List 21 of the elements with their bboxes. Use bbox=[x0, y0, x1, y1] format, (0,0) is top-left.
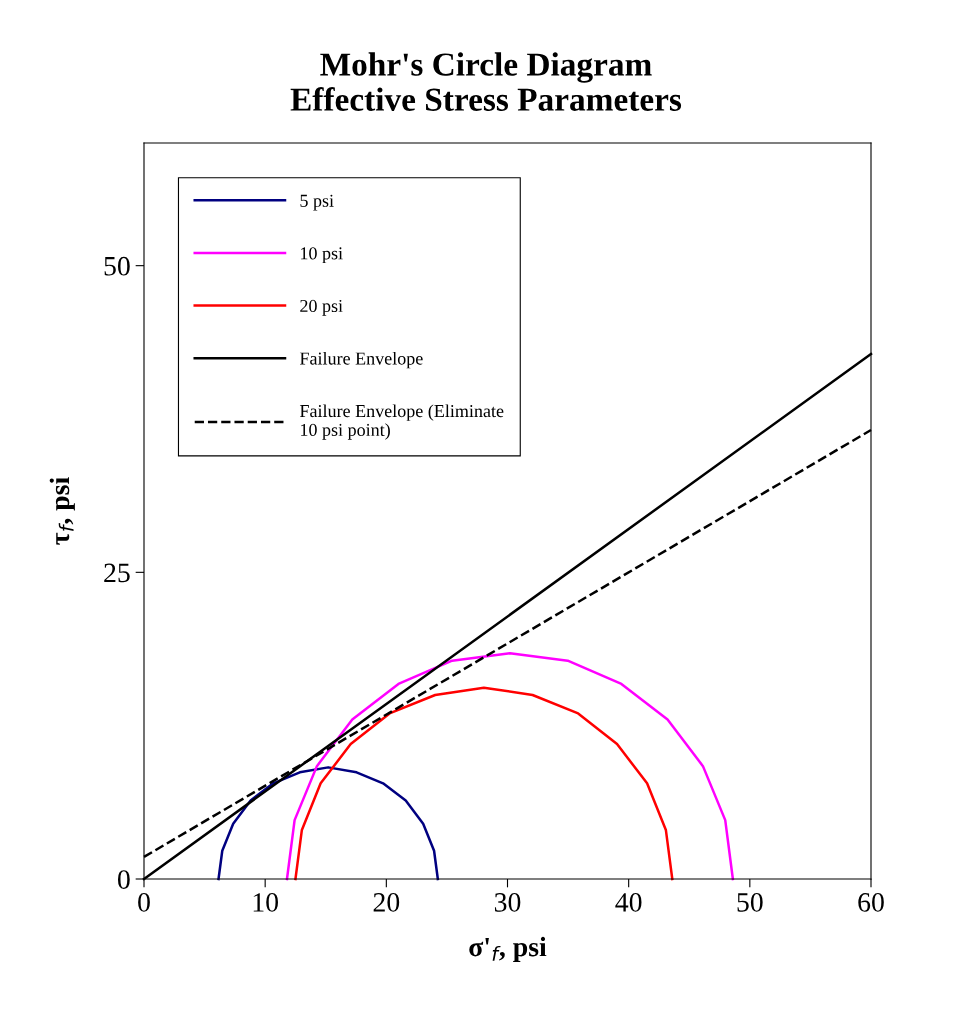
x-axis-title: σ'$_{f}$, psi bbox=[469, 936, 547, 963]
legend-label: Failure Envelope (Eliminate 10 psi point) bbox=[299, 404, 504, 440]
x-tick-label: 10 bbox=[253, 893, 278, 912]
chart-title: Mohr's Circle Diagram Effective Stress Parameters bbox=[290, 52, 682, 111]
y-axis-title: τ$_{f}$, psi bbox=[49, 477, 75, 545]
x-tick-label: 20 bbox=[373, 893, 400, 912]
line-series bbox=[294, 686, 674, 881]
y-tick-label: 25 bbox=[104, 563, 130, 583]
line-series bbox=[217, 766, 440, 881]
x-tick-label: 50 bbox=[737, 893, 763, 912]
x-tick-label: 0 bbox=[138, 893, 150, 912]
legend-label: 5 psi bbox=[300, 194, 334, 211]
legend-label: 10 psi bbox=[301, 247, 343, 264]
y-tick-label: 50 bbox=[104, 256, 130, 276]
x-tick-label: 40 bbox=[615, 893, 642, 912]
legend-label: Failure Envelope bbox=[299, 351, 423, 369]
x-tick-label: 60 bbox=[858, 893, 884, 912]
y-tick-label: 0 bbox=[117, 870, 130, 889]
line-series bbox=[285, 652, 735, 881]
x-tick-label: 30 bbox=[494, 893, 521, 912]
legend-label: 20 psi bbox=[300, 299, 343, 316]
